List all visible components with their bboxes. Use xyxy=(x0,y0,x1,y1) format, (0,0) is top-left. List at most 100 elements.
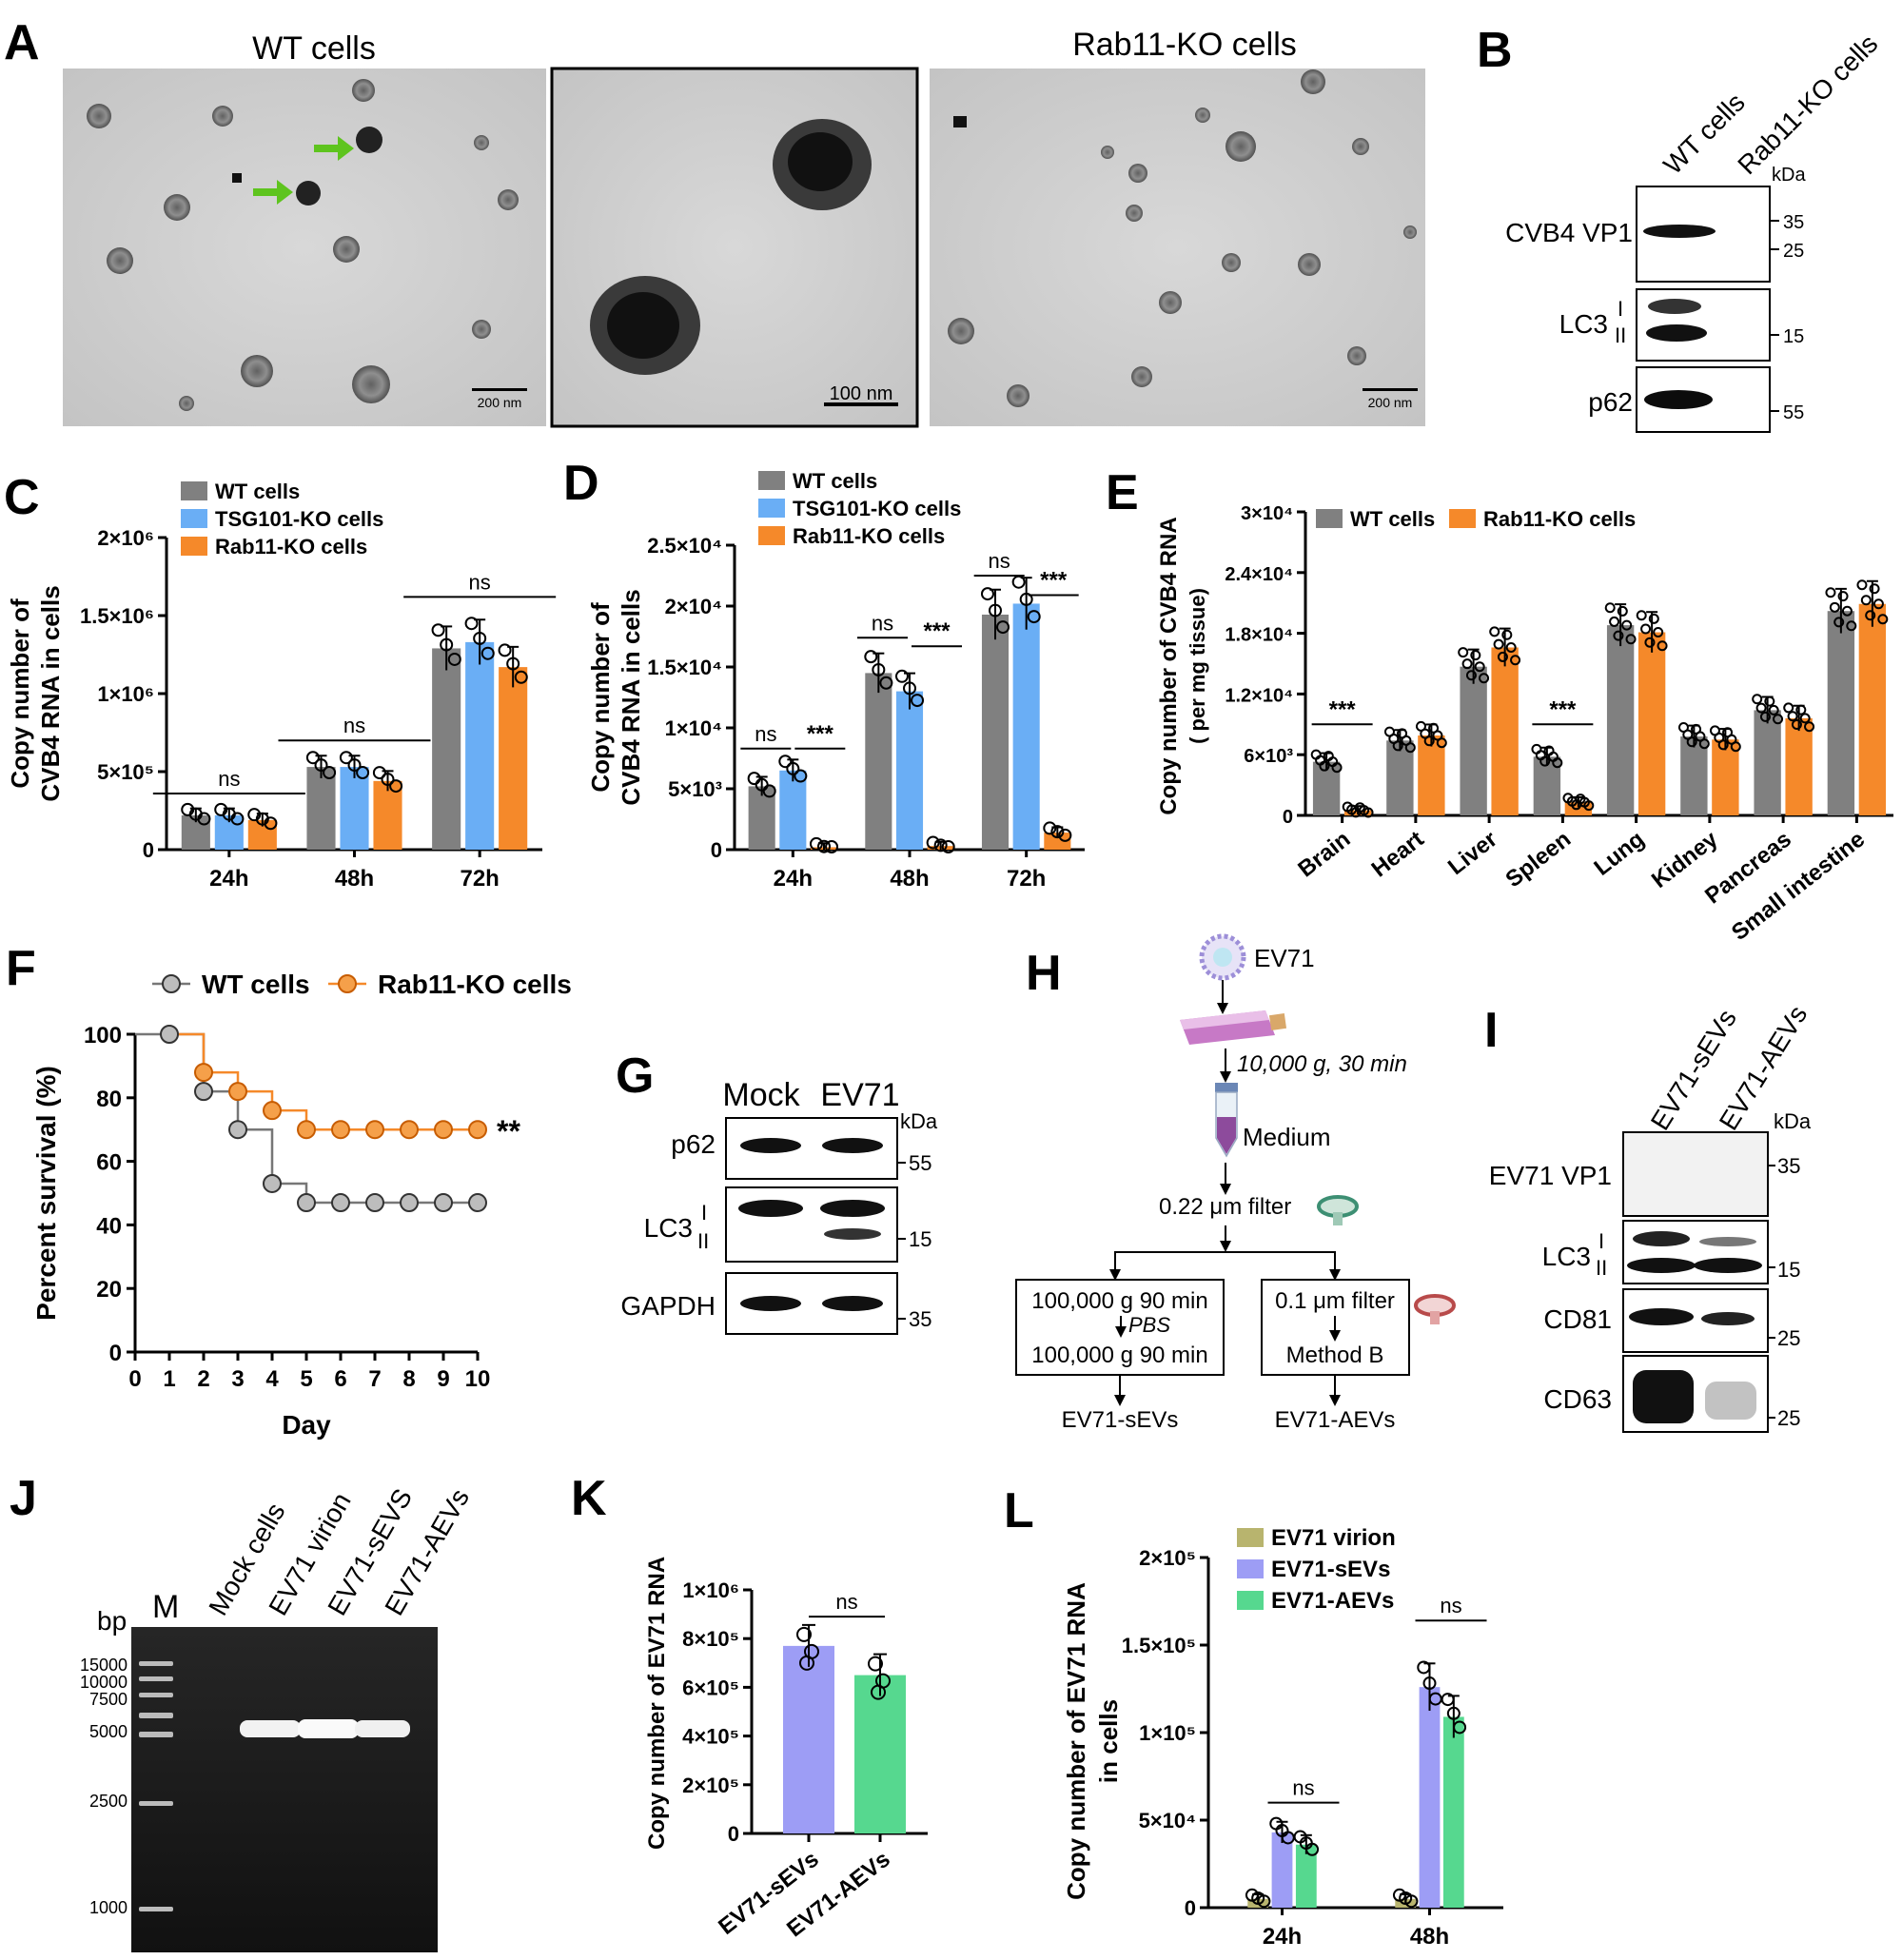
L-sig-label: ns xyxy=(1292,1776,1314,1800)
E-data-point xyxy=(1653,627,1664,638)
E-data-point xyxy=(1479,673,1490,684)
E-data-point xyxy=(1474,661,1485,673)
workflow-output-aevs: EV71-AEVs xyxy=(1275,1407,1396,1433)
C-legend-swatch xyxy=(181,481,207,500)
blot-g-marker-15: 15 xyxy=(909,1227,931,1251)
D-y-axis-label: Copy number of xyxy=(586,602,615,793)
E-sig-label: *** xyxy=(1549,696,1577,722)
C-bar xyxy=(340,767,369,850)
F-data-point-wt xyxy=(468,1193,487,1213)
F-data-point-rab11 xyxy=(228,1082,247,1102)
F-data-point-rab11 xyxy=(365,1120,384,1140)
E-data-point xyxy=(1583,800,1595,812)
C-data-point xyxy=(356,765,370,779)
panel-b: WT cells Rab11-KO cells kDa CVB4 VP1 35 … xyxy=(1505,29,1883,433)
blot-i-marker-25b: 25 xyxy=(1777,1406,1800,1430)
blot-b-lane-rab11: Rab11-KO cells xyxy=(1732,29,1883,180)
gel-ladder-10000: 10000 xyxy=(80,1673,127,1692)
workflow-left-step1: 100,000 g 90 min xyxy=(1031,1288,1207,1314)
F-data-point-wt xyxy=(160,1025,179,1044)
blot-g-kda: kDa xyxy=(900,1109,938,1133)
F-series-line-rab11 xyxy=(169,1032,478,1131)
D-sig-label: *** xyxy=(923,618,951,644)
scalebar-label-a1: 200 nm xyxy=(478,395,522,410)
L-data-point xyxy=(1257,1894,1271,1909)
E-data-point xyxy=(1773,714,1784,725)
E-data-point xyxy=(1539,755,1551,767)
E-y-tick-label: 3×10⁴ xyxy=(1241,503,1293,524)
gel-lane-m: M xyxy=(152,1589,179,1625)
E-data-point xyxy=(1625,634,1637,645)
K-data-point xyxy=(871,1684,886,1700)
L-data-point xyxy=(1269,1816,1284,1831)
workflow-left-step2: 100,000 g 90 min xyxy=(1031,1343,1207,1368)
F-data-point-wt xyxy=(365,1193,384,1213)
C-data-point xyxy=(447,652,461,666)
D-x-tick-label: 24h xyxy=(774,866,813,892)
blot-b-lc3-ii: II xyxy=(1615,323,1626,347)
L-y-axis-label-2: in cells xyxy=(1094,1699,1123,1783)
E-data-point xyxy=(1791,719,1802,731)
D-data-point xyxy=(911,694,925,708)
K-y-tick-label: 6×10⁵ xyxy=(682,1676,739,1699)
E-data-point xyxy=(1833,617,1845,628)
C-y-axis-label: Copy number of xyxy=(6,598,34,789)
F-y-axis-label: Percent survival (%) xyxy=(31,1066,61,1321)
E-data-point xyxy=(1657,640,1668,652)
blot-b-label-lc3: LC3 xyxy=(1559,309,1608,339)
D-legend-swatch xyxy=(758,499,785,518)
gel-ladder-1000: 1000 xyxy=(89,1898,127,1917)
E-bar xyxy=(1712,739,1739,815)
F-data-point-wt xyxy=(297,1193,316,1213)
E-bar xyxy=(1680,736,1708,815)
workflow-right-filter: 0.1 μm filter xyxy=(1275,1288,1395,1314)
gel-ladder-2500: 2500 xyxy=(89,1792,127,1811)
C-data-point xyxy=(464,617,479,631)
L-legend-swatch xyxy=(1237,1528,1264,1547)
C-data-point xyxy=(506,657,520,671)
D-bar xyxy=(981,614,1010,850)
E-bar xyxy=(1460,666,1487,815)
blot-g-marker-55: 55 xyxy=(909,1151,931,1175)
K-y-tick-label: 2×10⁵ xyxy=(682,1774,739,1797)
D-data-point xyxy=(879,676,893,690)
D-data-point xyxy=(786,761,800,775)
blot-g-label-p62: p62 xyxy=(671,1129,716,1159)
C-y-tick-label: 1×10⁶ xyxy=(97,682,154,706)
F-y-tick-label: 0 xyxy=(109,1341,122,1366)
F-sig-label: ** xyxy=(497,1114,520,1148)
D-y-tick-label: 1×10⁴ xyxy=(665,716,722,740)
panel-j: M Mock cells EV71 virion EV71-sEVS EV71-… xyxy=(80,1483,475,1952)
D-y-tick-label: 5×10³ xyxy=(668,777,722,801)
panel-letter-c: C xyxy=(4,470,40,525)
C-y-tick-label: 0 xyxy=(143,838,154,862)
L-legend-label: EV71 virion xyxy=(1271,1525,1396,1551)
panel-letter-k: K xyxy=(571,1471,607,1526)
C-data-point xyxy=(372,766,386,780)
E-data-point xyxy=(1837,591,1849,602)
E-data-point xyxy=(1795,704,1807,715)
D-data-point xyxy=(941,840,955,853)
D-bar xyxy=(1012,603,1040,850)
E-bar xyxy=(1858,603,1887,815)
blot-i-label-vp1: EV71 VP1 xyxy=(1489,1161,1612,1190)
D-data-point xyxy=(989,603,1002,617)
C-y-tick-label: 2×10⁶ xyxy=(97,526,154,550)
E-bar xyxy=(1637,632,1666,815)
blot-i-marker-15: 15 xyxy=(1777,1258,1800,1282)
E-sig-label: *** xyxy=(1329,696,1357,722)
ladder-bands xyxy=(139,1661,173,1911)
E-data-point xyxy=(1829,601,1840,613)
L-y-tick-label: 0 xyxy=(1185,1896,1196,1920)
F-y-tick-label: 80 xyxy=(96,1087,122,1112)
panel-letter-i: I xyxy=(1484,1003,1498,1058)
E-x-tick-label: Lung xyxy=(1589,826,1649,880)
D-data-point xyxy=(980,587,994,601)
L-data-point xyxy=(1441,1693,1455,1707)
D-data-point xyxy=(1011,575,1026,589)
panel-letter-b: B xyxy=(1477,23,1513,78)
F-data-point-rab11 xyxy=(297,1120,316,1140)
E-data-point xyxy=(1717,739,1729,751)
